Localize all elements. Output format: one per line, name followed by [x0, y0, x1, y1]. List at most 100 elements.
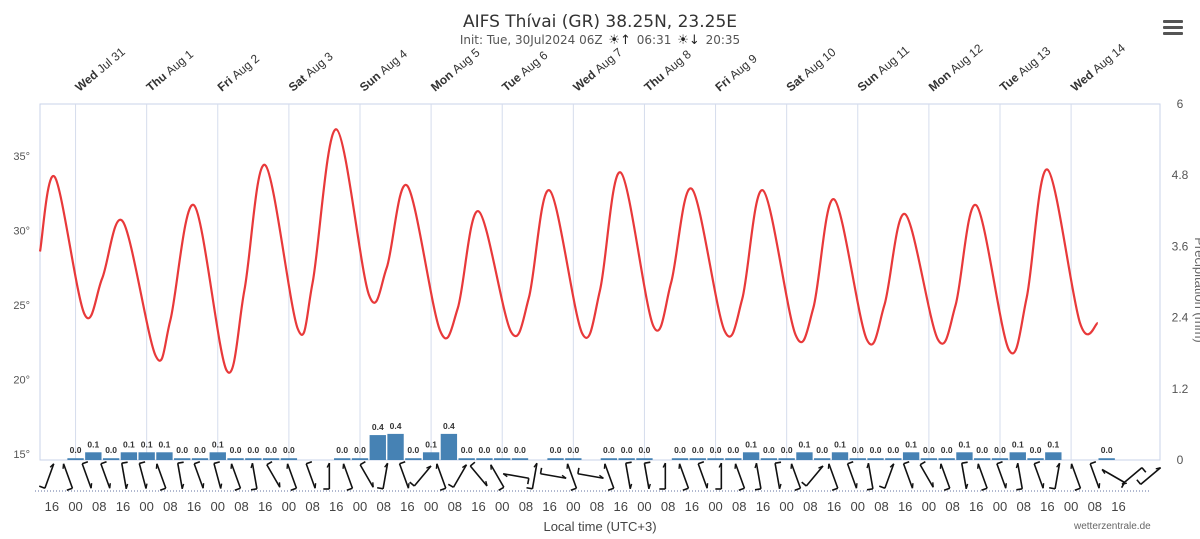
- precip-bar: [227, 458, 244, 460]
- plot-frame: [39, 103, 1161, 461]
- wind-barb-flag: [359, 461, 366, 466]
- precip-value-label: 0.0: [407, 445, 419, 455]
- wind-barb: [176, 463, 184, 489]
- precip-value-label: 0.0: [976, 445, 988, 455]
- wind-barb-head: [314, 483, 317, 489]
- day-label: Thu Aug 8: [641, 47, 694, 94]
- precip-bar: [742, 452, 760, 460]
- precip-bar: [814, 458, 831, 460]
- precip-bar: [334, 458, 351, 460]
- wind-barb-flag: [121, 461, 128, 464]
- wind-barb-flag: [1049, 486, 1056, 490]
- wind-barb-head: [1098, 483, 1101, 489]
- x-tick-label: 00: [566, 499, 580, 514]
- precip-bar: [511, 458, 529, 460]
- precip-value-label: 0.0: [727, 445, 739, 455]
- precip-bar: [849, 458, 866, 460]
- x-tick-label: 16: [471, 499, 485, 514]
- precip-value-label: 0.4: [390, 421, 402, 431]
- wind-barb-head: [790, 463, 793, 469]
- temperature-line: [38, 128, 1099, 374]
- chart-subtitle: Init: Tue, 30Jul2024 06Z ☀↑ 06:31 ☀↓ 20:…: [0, 33, 1200, 48]
- precip-bar: [885, 458, 902, 460]
- x-tick-label: 08: [661, 499, 675, 514]
- precip-bar: [707, 458, 724, 460]
- wind-barb-head: [326, 462, 330, 468]
- wind-barb-flag: [878, 485, 886, 489]
- wind-barb-flag: [447, 483, 454, 488]
- day-label: Tue Aug 6: [499, 48, 550, 94]
- precip-bar: [476, 458, 493, 460]
- precip-bar: [422, 452, 440, 460]
- precip-value-label: 0.0: [710, 445, 722, 455]
- precip-value-label: 0.0: [283, 445, 295, 455]
- wind-barb-head: [629, 483, 633, 489]
- wind-barb: [734, 463, 746, 489]
- x-tick-label: 08: [92, 499, 106, 514]
- x-tick-label: 08: [519, 499, 533, 514]
- wind-barb-head: [977, 463, 979, 469]
- precip-bar: [494, 458, 511, 460]
- day-label: Wed Aug 14: [1068, 41, 1128, 95]
- wind-barb: [828, 463, 839, 489]
- x-tick-label: 00: [495, 499, 509, 514]
- wind-barb: [286, 463, 298, 489]
- precip-value-label: 0.4: [443, 421, 455, 431]
- day-label: Mon Aug 5: [428, 45, 483, 94]
- x-tick-label: 16: [969, 499, 983, 514]
- x-tick-label: 08: [590, 499, 604, 514]
- sunset-time: 20:35: [705, 33, 741, 47]
- precip-value-label: 0.0: [247, 445, 259, 455]
- wind-barb-flag: [625, 461, 632, 464]
- wind-barb-flag: [399, 460, 406, 465]
- wind-barb: [1070, 463, 1082, 489]
- precip-value-label: 0.1: [799, 439, 811, 449]
- x-tick-label: 00: [139, 499, 153, 514]
- hamburger-menu-icon[interactable]: [1163, 20, 1183, 36]
- wind-barb: [1140, 467, 1162, 485]
- precip-bar: [689, 458, 706, 460]
- chart-title: AIFS Thívai (GR) 38.25N, 23.25E: [462, 12, 738, 32]
- day-label: Fri Aug 2: [215, 51, 263, 94]
- wind-barb-head: [426, 465, 432, 469]
- precip-value-label: 0.0: [461, 445, 473, 455]
- wind-barb-flag: [866, 488, 874, 491]
- precip-bar: [369, 435, 386, 460]
- wind-barb-head: [384, 462, 389, 468]
- precip-bar: [956, 452, 973, 460]
- x-tick-label: 00: [637, 499, 651, 514]
- x-tick-label: 00: [282, 499, 296, 514]
- wind-barb-flag: [159, 487, 167, 492]
- x-tick-label: 00: [779, 499, 793, 514]
- precip-bar: [565, 458, 582, 460]
- wind-barb-flag: [697, 460, 705, 465]
- wind-barb-head: [230, 463, 233, 469]
- wind-barb-flag: [139, 461, 146, 465]
- wind-barb-head: [718, 462, 722, 468]
- precip-value-label: 0.0: [1101, 445, 1113, 455]
- precip-value-label: 0.1: [212, 439, 224, 449]
- x-tick-label: 00: [1064, 499, 1078, 514]
- wind-barb-head: [965, 483, 969, 489]
- wind-barb: [503, 472, 529, 480]
- x-tick-label: 16: [45, 499, 59, 514]
- wind-barb-flag: [81, 460, 89, 465]
- wind-barb-head: [603, 463, 606, 469]
- wind-barb-flag: [943, 487, 951, 492]
- wind-barb: [1089, 463, 1100, 489]
- wind-barb-head: [561, 474, 567, 479]
- wind-barb: [867, 463, 874, 489]
- x-tick-label: 16: [116, 499, 130, 514]
- wind-barb-flag: [577, 467, 580, 474]
- wind-barb-flag: [469, 461, 476, 467]
- precip-bar: [120, 452, 138, 460]
- wind-barb-flag: [234, 487, 241, 492]
- x-tick-label: 16: [898, 499, 912, 514]
- precip-value-label: 0.1: [159, 439, 171, 449]
- wind-barb-head: [818, 465, 824, 469]
- precip-bar: [991, 458, 1009, 460]
- y-left-tick-label: 25°: [13, 300, 30, 312]
- x-tick-label: 08: [874, 499, 888, 514]
- x-tick-label: 16: [614, 499, 628, 514]
- source-credit[interactable]: wetterzentrale.de: [1074, 521, 1151, 532]
